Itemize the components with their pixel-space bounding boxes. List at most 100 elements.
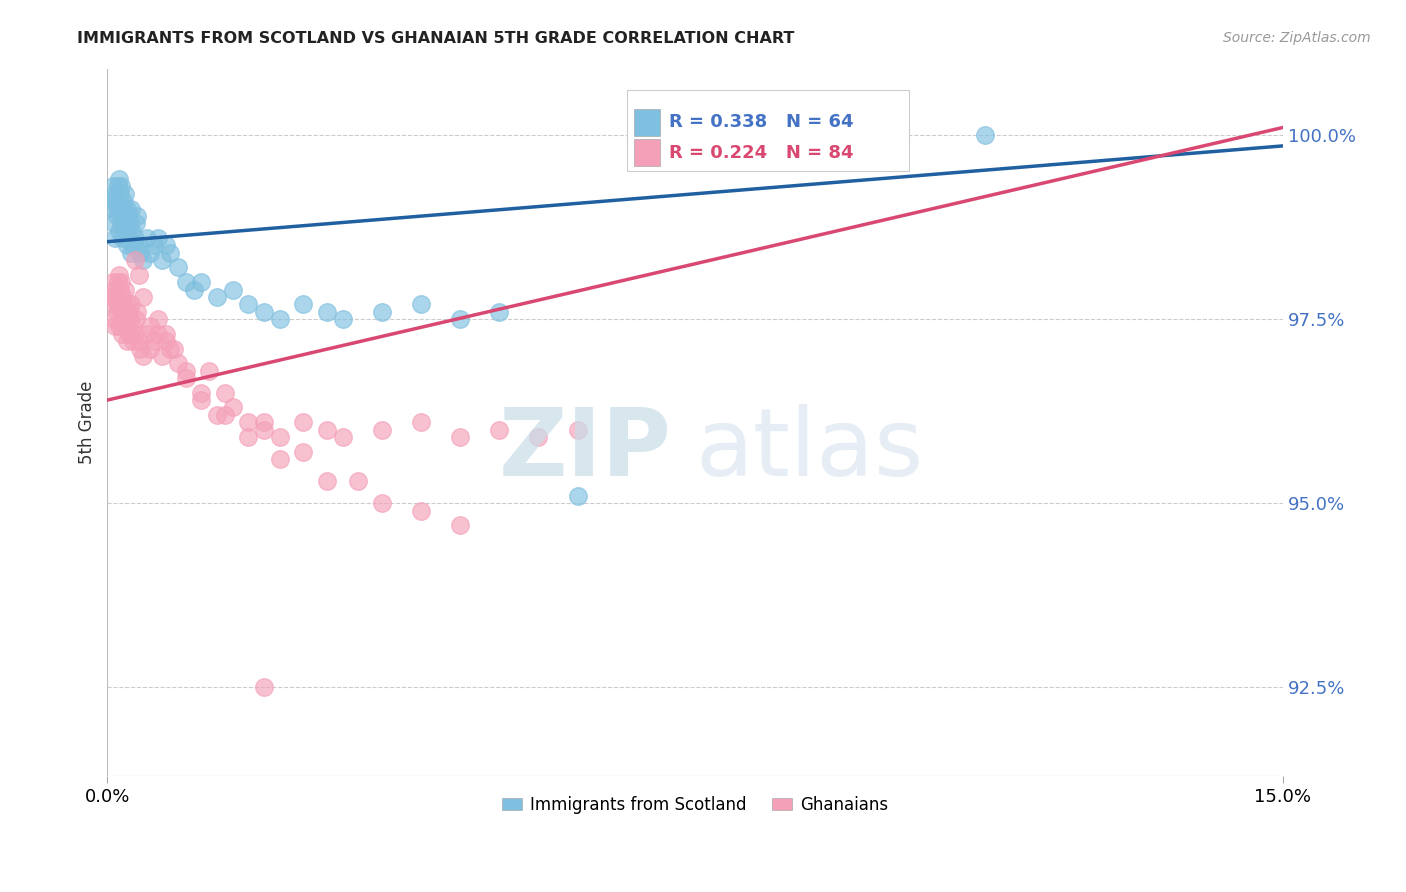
Point bbox=[253, 415, 276, 429]
Point bbox=[120, 245, 142, 260]
Point bbox=[114, 216, 136, 230]
Point bbox=[128, 334, 150, 348]
Y-axis label: 5th Grade: 5th Grade bbox=[79, 381, 96, 464]
Point bbox=[110, 202, 132, 216]
Point bbox=[121, 224, 143, 238]
Point bbox=[127, 304, 149, 318]
Point bbox=[111, 231, 134, 245]
Point bbox=[292, 297, 315, 311]
Point bbox=[114, 312, 136, 326]
Point bbox=[108, 283, 131, 297]
Bar bbox=[634, 109, 659, 136]
Point bbox=[174, 275, 197, 289]
Point bbox=[129, 342, 152, 356]
Point bbox=[118, 326, 141, 341]
Point bbox=[118, 231, 141, 245]
Point bbox=[488, 304, 510, 318]
Point bbox=[108, 186, 131, 201]
Point bbox=[214, 408, 236, 422]
Point bbox=[150, 253, 173, 268]
Point bbox=[114, 186, 136, 201]
Point bbox=[107, 297, 129, 311]
Point bbox=[567, 489, 589, 503]
Point bbox=[122, 334, 145, 348]
Point bbox=[124, 312, 146, 326]
Point bbox=[315, 474, 337, 488]
Point bbox=[115, 202, 138, 216]
Text: R = 0.338   N = 64: R = 0.338 N = 64 bbox=[669, 113, 853, 131]
Point bbox=[155, 238, 177, 252]
Point bbox=[315, 423, 337, 437]
Legend: Immigrants from Scotland, Ghanaians: Immigrants from Scotland, Ghanaians bbox=[495, 789, 896, 821]
Point bbox=[253, 423, 276, 437]
Point bbox=[117, 209, 139, 223]
Point bbox=[139, 342, 162, 356]
Point bbox=[449, 312, 471, 326]
Point bbox=[115, 334, 138, 348]
Point bbox=[205, 290, 228, 304]
Text: R = 0.224   N = 84: R = 0.224 N = 84 bbox=[669, 144, 853, 161]
Point bbox=[190, 393, 212, 408]
Point bbox=[105, 194, 128, 208]
Text: IMMIGRANTS FROM SCOTLAND VS GHANAIAN 5TH GRADE CORRELATION CHART: IMMIGRANTS FROM SCOTLAND VS GHANAIAN 5TH… bbox=[77, 31, 794, 46]
Point bbox=[120, 312, 142, 326]
Point bbox=[567, 423, 589, 437]
Point bbox=[269, 452, 291, 467]
Point bbox=[108, 172, 131, 186]
Point bbox=[409, 503, 432, 517]
Point bbox=[128, 238, 150, 252]
Point bbox=[332, 312, 354, 326]
Point bbox=[104, 186, 127, 201]
Point bbox=[205, 408, 228, 422]
Point bbox=[107, 179, 129, 194]
Point bbox=[370, 423, 392, 437]
Point bbox=[100, 290, 122, 304]
Point bbox=[115, 297, 138, 311]
Point bbox=[104, 283, 127, 297]
Point bbox=[174, 371, 197, 385]
Point bbox=[222, 283, 245, 297]
Point bbox=[104, 319, 127, 334]
Point bbox=[112, 209, 135, 223]
Point bbox=[103, 202, 125, 216]
Point bbox=[238, 430, 260, 444]
Point bbox=[115, 224, 138, 238]
Point bbox=[148, 312, 170, 326]
Point bbox=[131, 290, 153, 304]
Point bbox=[124, 253, 146, 268]
Point bbox=[117, 224, 139, 238]
Point bbox=[238, 297, 260, 311]
Point bbox=[174, 363, 197, 377]
Point bbox=[110, 179, 132, 194]
Point bbox=[110, 297, 132, 311]
Point bbox=[292, 415, 315, 429]
Point bbox=[163, 342, 186, 356]
Point bbox=[111, 326, 134, 341]
Point bbox=[167, 356, 190, 370]
Point bbox=[121, 319, 143, 334]
Point bbox=[148, 326, 170, 341]
Point bbox=[449, 430, 471, 444]
Point bbox=[120, 216, 142, 230]
Point bbox=[135, 326, 157, 341]
Bar bbox=[634, 139, 659, 166]
Point bbox=[292, 444, 315, 458]
Point bbox=[370, 304, 392, 318]
Point bbox=[112, 297, 135, 311]
Point bbox=[122, 238, 145, 252]
Point bbox=[117, 319, 139, 334]
Point bbox=[107, 275, 129, 289]
Point bbox=[107, 202, 129, 216]
Point bbox=[100, 194, 122, 208]
Point bbox=[214, 385, 236, 400]
Point bbox=[222, 401, 245, 415]
Point bbox=[238, 415, 260, 429]
Point bbox=[124, 216, 146, 230]
Point bbox=[131, 253, 153, 268]
Point bbox=[115, 319, 138, 334]
Point bbox=[148, 231, 170, 245]
Point bbox=[409, 415, 432, 429]
Text: ZIP: ZIP bbox=[499, 404, 672, 497]
Point bbox=[143, 334, 166, 348]
Point bbox=[108, 224, 131, 238]
